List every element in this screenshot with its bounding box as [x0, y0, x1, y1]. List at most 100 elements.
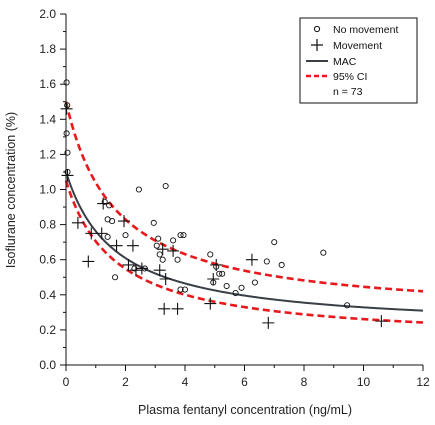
movement-point	[375, 315, 388, 328]
no-movement-point	[106, 202, 113, 209]
no-movement-point	[112, 274, 119, 281]
axes: 0.0 0.2 0.4 0.6 0.8 1.0 1.2 1.4 1.6 1.8 2.0 0 2 4 6 8 1…	[39, 7, 430, 389]
no-movement-point	[174, 256, 181, 263]
x-tick-label: 6	[241, 375, 248, 389]
no-movement-point	[251, 279, 258, 286]
movement-point	[110, 239, 123, 252]
ci-upper-curve	[64, 101, 424, 293]
no-movement-point	[135, 186, 142, 193]
no-movement-point	[238, 284, 245, 291]
legend-item-movement: Movement	[311, 39, 382, 52]
x-tick-label: 2	[122, 375, 129, 389]
movement-point	[158, 302, 171, 315]
movement-point	[167, 244, 180, 257]
y-tick-label: 2.0	[39, 7, 56, 21]
no-movement-point	[320, 249, 327, 256]
y-tick-label: 1.0	[39, 183, 56, 197]
legend-label-mac: MAC	[333, 56, 357, 68]
no-movement-point	[63, 79, 70, 86]
movement-point	[159, 273, 172, 286]
y-tick-label: 0.6	[39, 253, 56, 267]
no-movement-point	[155, 235, 162, 242]
no-movement-point	[64, 149, 71, 156]
legend-sample-size: n = 73	[333, 86, 363, 98]
no-movement-point	[181, 286, 189, 293]
movement-point	[61, 169, 74, 182]
legend-item-mac: MAC	[306, 56, 357, 68]
no-movement-point	[219, 270, 226, 277]
no-movement-point	[101, 198, 108, 205]
movement-point	[156, 243, 169, 256]
y-tick-label: 1.2	[39, 147, 56, 161]
y-tick-label: 1.8	[39, 42, 56, 56]
legend-label-ci: 95% CI	[333, 71, 367, 83]
x-tick-label: 4	[182, 375, 189, 389]
legend-item-ci: 95% CI	[306, 71, 367, 83]
y-tick-label: 1.4	[39, 112, 56, 126]
legend-item-no-movement: No movement	[313, 24, 398, 36]
no-movement-point	[216, 270, 223, 277]
y-axis-title: Isoflurane concentration (%)	[4, 112, 18, 268]
ci-lower-curve	[64, 180, 424, 324]
no-movement-point	[177, 232, 184, 239]
no-movement-point	[153, 242, 160, 249]
movement-point	[122, 258, 135, 271]
no-movement-point	[170, 237, 177, 244]
no-movement-point	[104, 233, 111, 240]
no-movement-point	[63, 130, 70, 137]
x-ticks: 0 2 4 6 8 10 12	[63, 365, 430, 389]
y-tick-label: 0.8	[39, 218, 56, 232]
movement-point	[135, 262, 148, 275]
x-tick-label: 12	[416, 375, 430, 389]
data-points	[60, 79, 388, 329]
movement-point	[126, 239, 139, 252]
movement-point	[97, 197, 110, 210]
no-movement-point	[159, 256, 166, 263]
movement-point	[153, 264, 166, 277]
y-ticks: 0.0 0.2 0.4 0.6 0.8 1.0 1.2 1.4 1.6 1.8 2.0	[39, 7, 66, 372]
movement-point	[82, 255, 95, 268]
mac-curve	[66, 176, 424, 312]
no-movement-point	[232, 289, 239, 297]
no-movement-point	[207, 251, 214, 258]
no-movement-point	[180, 232, 187, 239]
movement-point	[171, 302, 184, 315]
movement-point	[95, 227, 108, 240]
x-tick-label: 10	[357, 375, 371, 389]
movement-point	[262, 316, 275, 329]
movement-point	[60, 102, 73, 115]
x-tick-label: 0	[63, 375, 70, 389]
movement-point	[204, 297, 217, 310]
no-movement-point	[156, 251, 163, 258]
movement-point	[71, 216, 84, 229]
movement-point	[245, 253, 258, 266]
movement-point	[85, 227, 98, 240]
movement-point	[118, 215, 131, 228]
curves	[64, 101, 424, 324]
no-movement-point	[177, 286, 184, 293]
no-movement-point	[150, 219, 157, 226]
no-movement-point	[344, 302, 351, 309]
legend-label-movement: Movement	[333, 40, 382, 52]
x-tick-label: 8	[301, 375, 308, 389]
no-movement-point	[278, 261, 285, 269]
movement-point	[129, 264, 142, 277]
x-axis-title: Plasma fentanyl concentration (ng/mL)	[138, 403, 352, 417]
no-movement-point	[162, 182, 169, 190]
y-tick-label: 0.2	[39, 323, 56, 337]
plus-marker-icon	[311, 39, 323, 51]
movement-point	[210, 258, 223, 271]
no-movement-point	[122, 232, 129, 239]
y-tick-label: 0.4	[39, 288, 56, 302]
y-tick-label: 1.6	[39, 77, 56, 91]
open-circle-marker-icon	[313, 25, 321, 33]
legend-label-no-movement: No movement	[333, 24, 398, 36]
y-tick-label: 0.0	[39, 358, 56, 372]
no-movement-point	[64, 102, 71, 109]
legend: No movement Movement MAC 95% CI n = 73	[299, 17, 418, 104]
movement-point	[207, 273, 220, 286]
no-movement-point	[263, 258, 270, 265]
no-movement-point	[109, 218, 116, 225]
no-movement-point	[223, 282, 230, 290]
